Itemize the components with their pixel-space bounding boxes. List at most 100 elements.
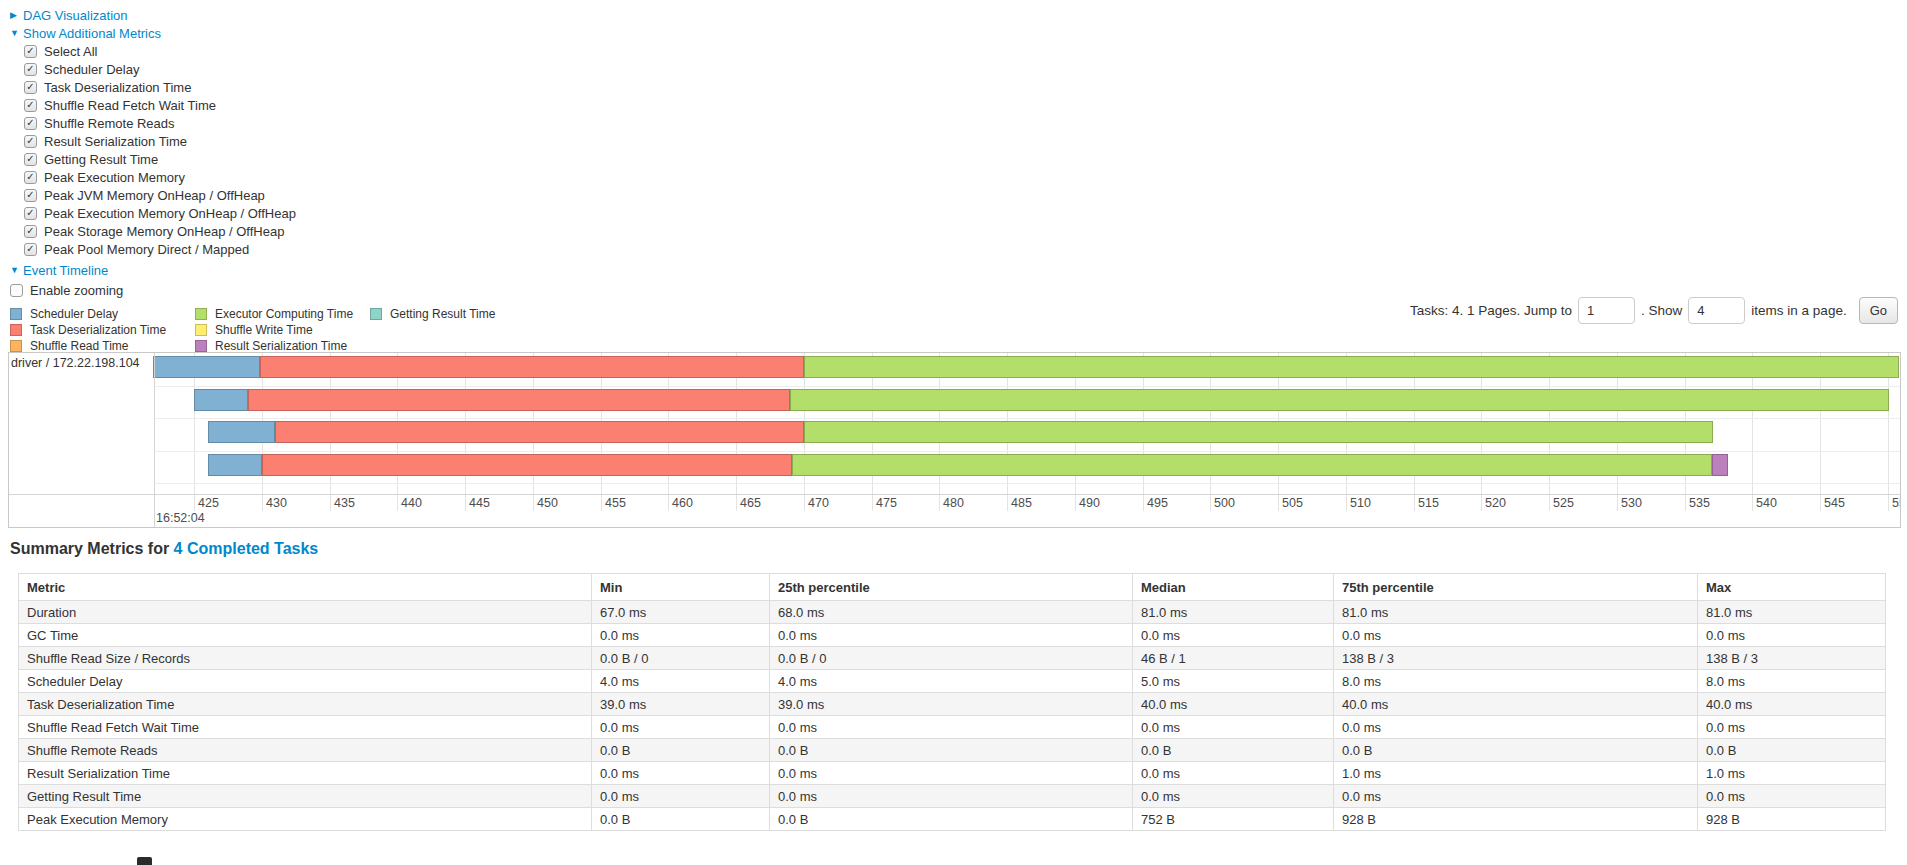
metric-value-cell: 8.0 ms: [1334, 670, 1698, 693]
metric-value-cell: 752 B: [1133, 808, 1334, 831]
jump-to-page-input[interactable]: [1578, 297, 1635, 324]
metric-checkbox-list: ✓Select All✓Scheduler Delay✓Task Deseria…: [10, 42, 296, 258]
axis-separator: [9, 494, 1900, 495]
metric-checkbox-row: ✓Shuffle Read Fetch Wait Time: [24, 96, 296, 114]
metric-value-cell: 40.0 ms: [1334, 693, 1698, 716]
task-bar-task_deserialization[interactable]: [275, 421, 804, 443]
enable-zooming-row: Enable zooming: [10, 281, 296, 299]
checkbox-scheduler-delay[interactable]: ✓: [24, 63, 37, 76]
enable-zooming-checkbox[interactable]: [10, 284, 23, 297]
axis-tick-label: 515: [1418, 496, 1439, 510]
show-additional-metrics-link[interactable]: Show Additional Metrics: [23, 26, 161, 41]
task-bar-scheduler_delay[interactable]: [153, 356, 260, 378]
go-button[interactable]: Go: [1859, 297, 1898, 324]
table-row: GC Time0.0 ms0.0 ms0.0 ms0.0 ms0.0 ms: [19, 624, 1886, 647]
checkbox-select-all[interactable]: ✓: [24, 45, 37, 58]
metric-value-cell: 0.0 ms: [1698, 624, 1886, 647]
show-additional-metrics-toggle[interactable]: ▼ Show Additional Metrics: [10, 24, 296, 42]
axis-tick-label: 430: [266, 496, 287, 510]
metric-value-cell: 0.0 ms: [1133, 624, 1334, 647]
checkbox-peak-pool-memory-direct-mapped[interactable]: ✓: [24, 243, 37, 256]
axis-tick-label: 505: [1282, 496, 1303, 510]
task-bar-scheduler_delay[interactable]: [194, 389, 248, 411]
checkbox-shuffle-remote-reads[interactable]: ✓: [24, 117, 37, 130]
checkbox-peak-execution-memory[interactable]: ✓: [24, 171, 37, 184]
metric-name-cell: Shuffle Read Size / Records: [19, 647, 592, 670]
clipped-content-sliver: [137, 857, 152, 865]
metric-value-cell: 0.0 ms: [1133, 785, 1334, 808]
metric-checkbox-row: ✓Peak Pool Memory Direct / Mapped: [24, 240, 296, 258]
items-per-page-input[interactable]: [1688, 297, 1745, 324]
task-bar-result_serialization[interactable]: [1712, 454, 1728, 476]
checkbox-label: Peak JVM Memory OnHeap / OffHeap: [44, 188, 265, 203]
metric-value-cell: 0.0 B: [1334, 739, 1698, 762]
column-header-median: Median: [1133, 574, 1334, 601]
metric-value-cell: 0.0 ms: [770, 624, 1133, 647]
checkbox-peak-storage-memory-onheap-offheap[interactable]: ✓: [24, 225, 37, 238]
metric-value-cell: 40.0 ms: [1698, 693, 1886, 716]
axis-tick-label: 530: [1621, 496, 1642, 510]
checkbox-label: Peak Storage Memory OnHeap / OffHeap: [44, 224, 284, 239]
completed-tasks-link[interactable]: 4 Completed Tasks: [174, 540, 319, 557]
metric-value-cell: 40.0 ms: [1133, 693, 1334, 716]
checkbox-label: Task Deserialization Time: [44, 80, 191, 95]
axis-tick-label: 545: [1824, 496, 1845, 510]
summary-title-text: Summary Metrics for: [10, 540, 174, 557]
axis-tick-label: 510: [1350, 496, 1371, 510]
metric-checkbox-row: ✓Result Serialization Time: [24, 132, 296, 150]
table-row: Shuffle Remote Reads0.0 B0.0 B0.0 B0.0 B…: [19, 739, 1886, 762]
metric-value-cell: 5.0 ms: [1133, 670, 1334, 693]
legend-item-scheduler_delay: Scheduler Delay: [10, 306, 166, 322]
metric-value-cell: 46 B / 1: [1133, 647, 1334, 670]
dag-visualization-toggle[interactable]: ▶ DAG Visualization: [10, 6, 296, 24]
task-bar-executor_computing[interactable]: [792, 454, 1712, 476]
metric-value-cell: 0.0 ms: [592, 785, 770, 808]
checkbox-result-serialization-time[interactable]: ✓: [24, 135, 37, 148]
checkbox-shuffle-read-fetch-wait-time[interactable]: ✓: [24, 99, 37, 112]
task-bar-scheduler_delay[interactable]: [208, 421, 276, 443]
task_deserialization-swatch-icon: [10, 324, 22, 336]
arrow-right-icon: ▶: [10, 6, 23, 24]
task-bar-executor_computing[interactable]: [804, 421, 1713, 443]
legend-item-executor_computing: Executor Computing Time: [195, 306, 353, 322]
metric-value-cell: 0.0 ms: [770, 762, 1133, 785]
table-header-row: MetricMin25th percentileMedian75th perce…: [19, 574, 1886, 601]
metric-value-cell: 0.0 ms: [1334, 785, 1698, 808]
tasks-pagination: Tasks: 4. 1 Pages. Jump to . Show items …: [1410, 294, 1898, 326]
task-bar-task_deserialization[interactable]: [260, 356, 803, 378]
checkbox-peak-jvm-memory-onheap-offheap[interactable]: ✓: [24, 189, 37, 202]
metric-value-cell: 138 B / 3: [1698, 647, 1886, 670]
legend-label: Scheduler Delay: [30, 307, 118, 321]
metric-checkbox-row: ✓Select All: [24, 42, 296, 60]
task-bar-task_deserialization[interactable]: [262, 454, 792, 476]
task-bar-scheduler_delay[interactable]: [208, 454, 262, 476]
event-timeline-toggle[interactable]: ▼ Event Timeline: [10, 261, 296, 279]
checkbox-getting-result-time[interactable]: ✓: [24, 153, 37, 166]
lane-divider: [154, 483, 1900, 484]
legend-label: Result Serialization Time: [215, 339, 347, 353]
lane-divider: [154, 418, 1900, 419]
task-bar-executor_computing[interactable]: [790, 389, 1889, 411]
metric-value-cell: 0.0 ms: [1334, 624, 1698, 647]
event-timeline-chart: driver / 172.22.198.104 4254304354404454…: [8, 352, 1901, 528]
axis-tick-label: 535: [1689, 496, 1710, 510]
metric-value-cell: 0.0 ms: [1698, 785, 1886, 808]
shuffle_write-swatch-icon: [195, 324, 207, 336]
lane-divider: [154, 386, 1900, 387]
legend-column: Scheduler DelayTask Deserialization Time…: [10, 306, 166, 354]
checkbox-task-deserialization-time[interactable]: ✓: [24, 81, 37, 94]
dag-visualization-link[interactable]: DAG Visualization: [23, 8, 128, 23]
task-bar-task_deserialization[interactable]: [248, 389, 790, 411]
column-header-25th-percentile: 25th percentile: [770, 574, 1133, 601]
summary-metrics-title: Summary Metrics for 4 Completed Tasks: [10, 540, 318, 558]
metric-checkbox-row: ✓ Peak JVM Memory OnHeap / OffHeap: [24, 186, 296, 204]
metric-checkbox-row: ✓Scheduler Delay: [24, 60, 296, 78]
metric-value-cell: 68.0 ms: [770, 601, 1133, 624]
task-bar-executor_computing[interactable]: [804, 356, 1899, 378]
metric-value-cell: 0.0 B: [592, 739, 770, 762]
axis-tick-label: 455: [605, 496, 626, 510]
checkbox-peak-execution-memory-onheap-offheap[interactable]: ✓: [24, 207, 37, 220]
event-timeline-link[interactable]: Event Timeline: [23, 263, 108, 278]
axis-tick-label: 470: [808, 496, 829, 510]
table-row: Scheduler Delay4.0 ms4.0 ms5.0 ms8.0 ms8…: [19, 670, 1886, 693]
